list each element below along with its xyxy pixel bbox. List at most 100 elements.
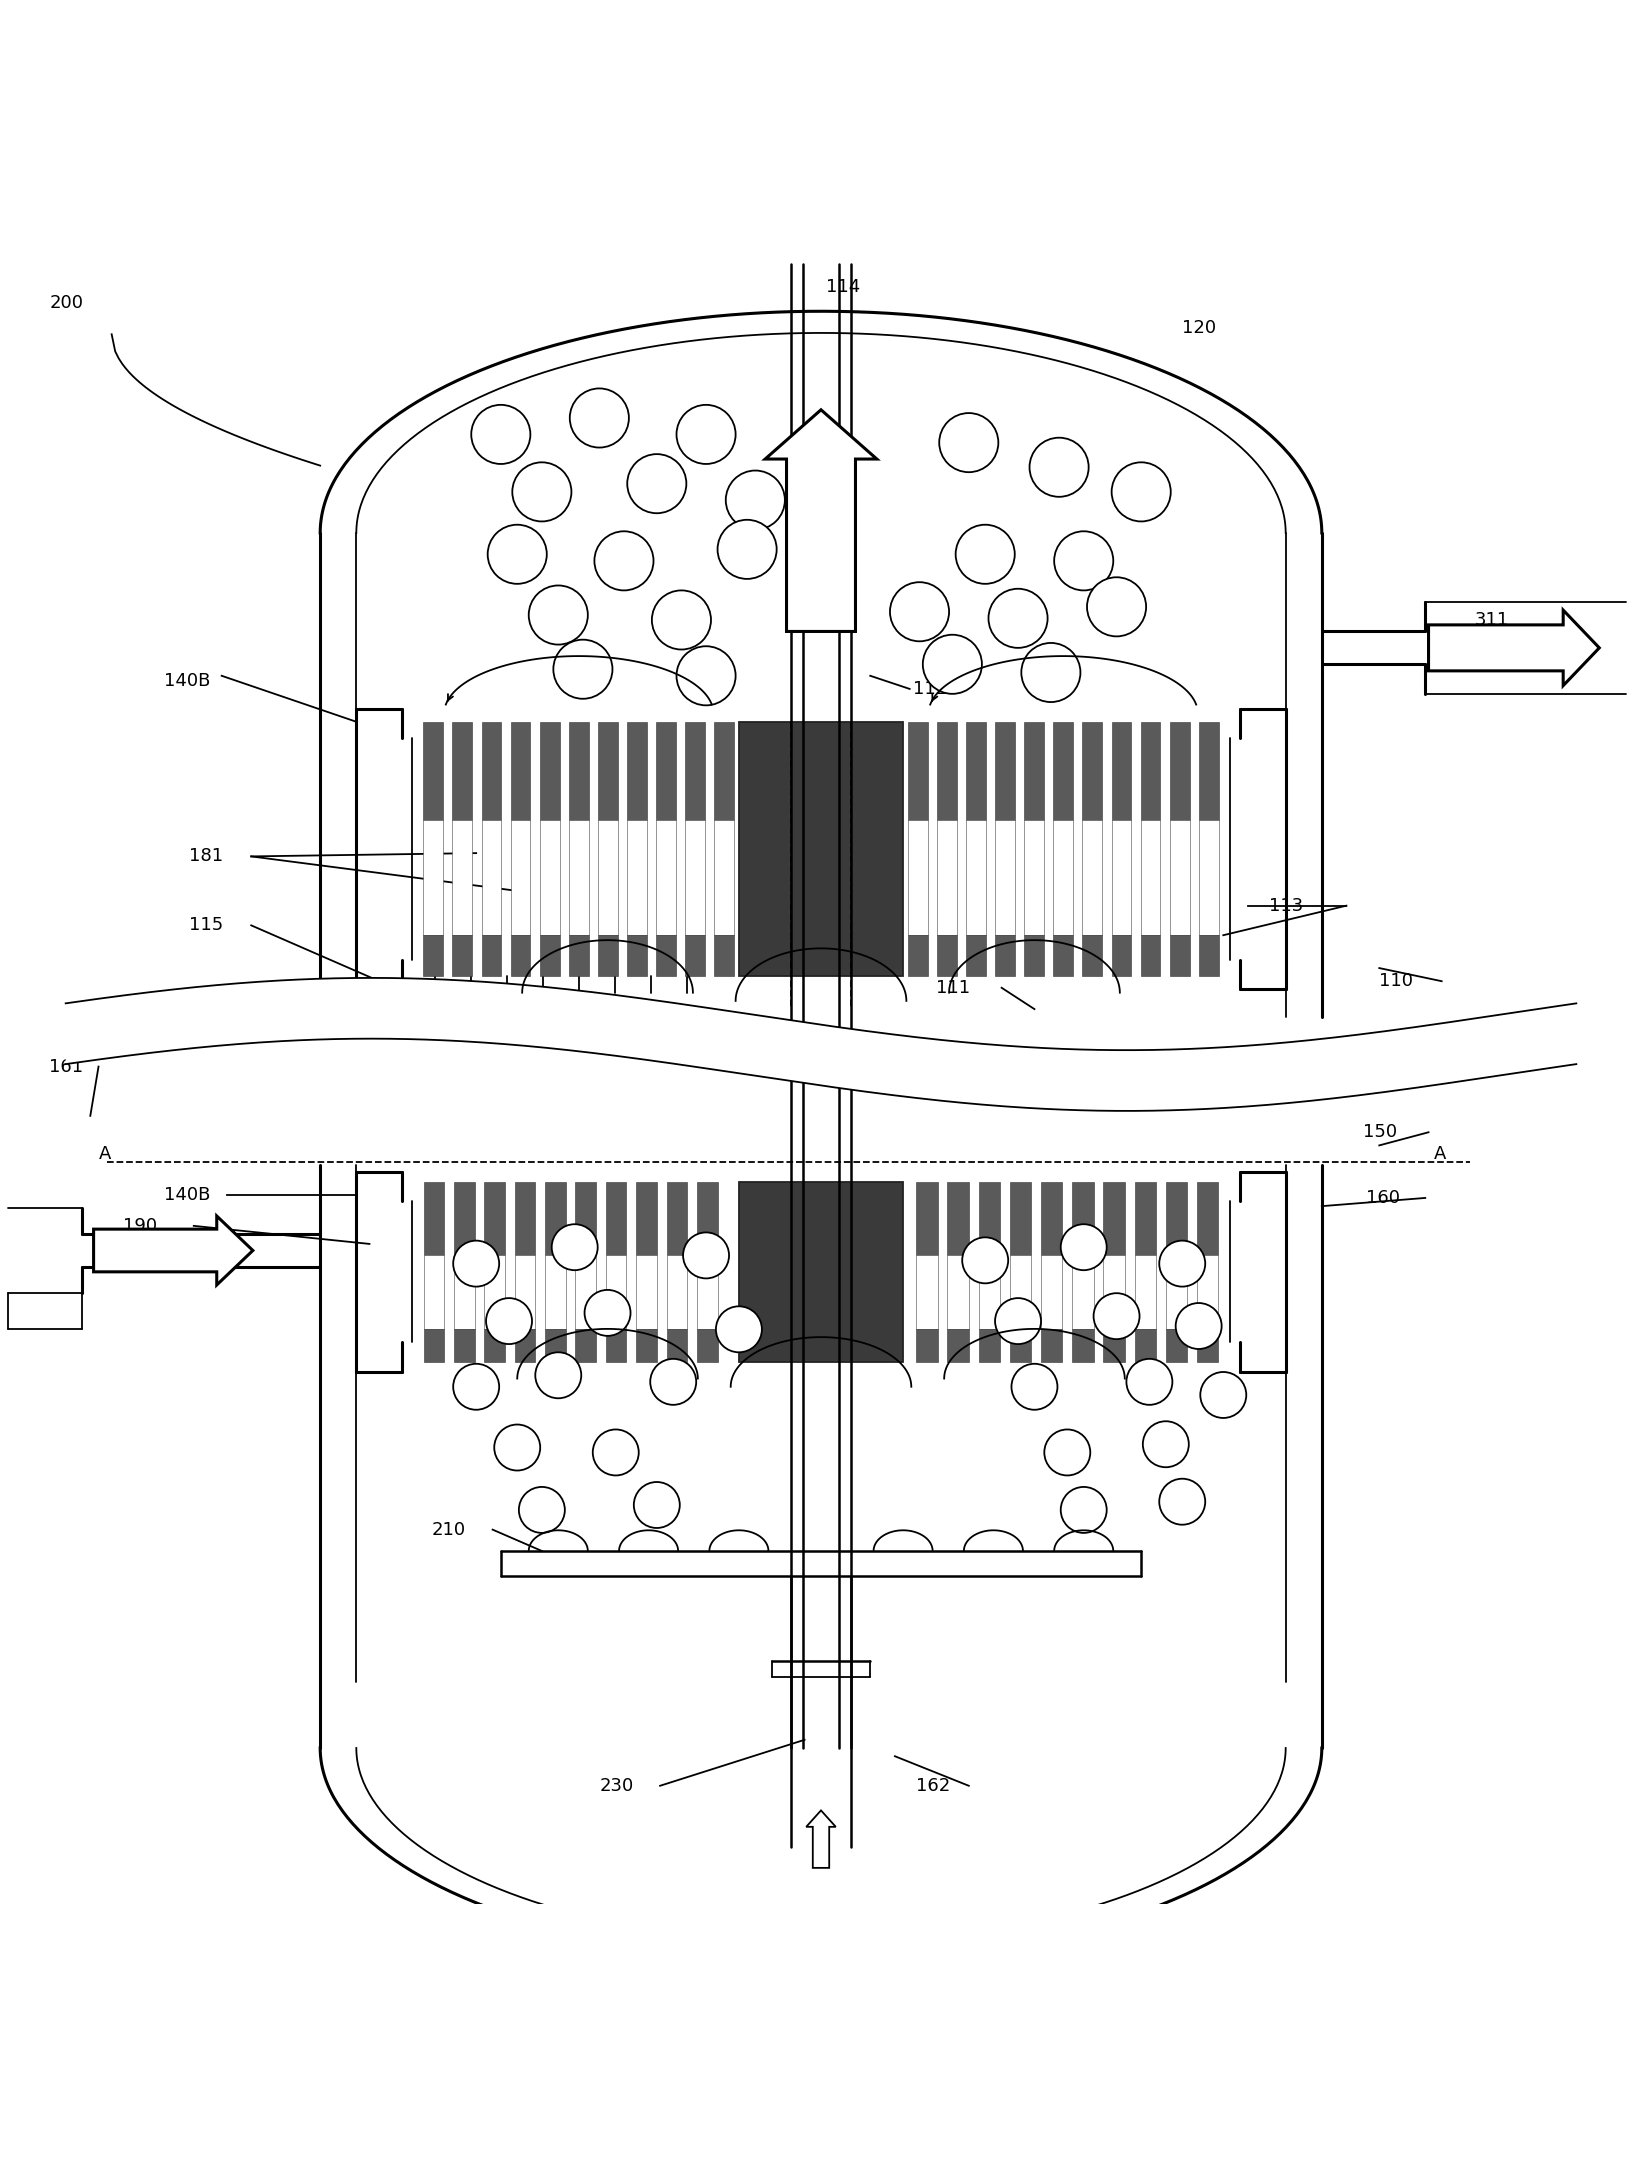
Bar [667, 1180, 688, 1256]
Text: 200: 200 [49, 295, 84, 312]
Bar [545, 1180, 566, 1256]
Circle shape [488, 524, 547, 585]
Bar [1025, 936, 1044, 977]
Circle shape [1200, 1371, 1246, 1419]
Bar [1199, 936, 1218, 977]
Bar [635, 1330, 657, 1362]
Bar [1072, 1180, 1094, 1256]
Bar [1112, 936, 1131, 977]
Circle shape [1054, 531, 1113, 591]
Bar [540, 821, 560, 936]
Bar [1010, 1330, 1031, 1362]
Bar [1169, 721, 1189, 821]
Bar [667, 1256, 688, 1330]
Bar [908, 721, 928, 821]
Bar [667, 1330, 688, 1362]
Bar [568, 936, 589, 977]
Text: 114: 114 [826, 277, 860, 295]
Bar [995, 821, 1015, 936]
Text: 115: 115 [189, 916, 223, 934]
Bar [696, 1330, 718, 1362]
FancyArrow shape [806, 1811, 836, 1867]
Bar [995, 721, 1015, 821]
Bar [481, 936, 501, 977]
Bar [908, 821, 928, 936]
Bar [1141, 936, 1161, 977]
Bar [1135, 1180, 1156, 1256]
Circle shape [1112, 461, 1171, 522]
Circle shape [988, 589, 1048, 648]
Bar [714, 721, 734, 821]
Bar [453, 721, 473, 821]
Bar [947, 1180, 969, 1256]
Bar [453, 1256, 475, 1330]
Bar [453, 1330, 475, 1362]
Bar [965, 821, 985, 936]
Circle shape [939, 414, 998, 472]
Text: 162: 162 [916, 1776, 951, 1796]
Circle shape [1061, 1486, 1107, 1534]
Text: 160: 160 [1366, 1189, 1401, 1206]
Bar [965, 721, 985, 821]
Bar [938, 936, 957, 977]
Bar [1166, 1256, 1187, 1330]
Circle shape [512, 461, 571, 522]
Circle shape [552, 1224, 598, 1269]
Circle shape [652, 591, 711, 650]
Bar [1082, 721, 1102, 821]
Bar [540, 936, 560, 977]
Circle shape [962, 1237, 1008, 1282]
Text: 111: 111 [936, 979, 970, 996]
Bar [657, 821, 677, 936]
Bar [575, 1180, 596, 1256]
Bar [1197, 1180, 1218, 1256]
Bar [1072, 1256, 1094, 1330]
Bar [598, 821, 617, 936]
Circle shape [1126, 1358, 1172, 1406]
Bar [1025, 721, 1044, 821]
FancyArrow shape [765, 409, 877, 632]
Bar [606, 1256, 627, 1330]
Bar [1082, 821, 1102, 936]
Bar [685, 721, 704, 821]
Bar [1053, 821, 1074, 936]
Text: 181: 181 [189, 847, 223, 866]
Text: 190: 190 [123, 1217, 158, 1235]
Bar [916, 1180, 938, 1256]
Text: 140B: 140B [164, 1185, 210, 1204]
Bar [484, 1180, 506, 1256]
Bar [685, 936, 704, 977]
Bar [1103, 1180, 1125, 1256]
Bar [424, 1180, 445, 1256]
Text: 110: 110 [1379, 973, 1414, 990]
Circle shape [1159, 1479, 1205, 1525]
Circle shape [890, 583, 949, 641]
Bar [1197, 1256, 1218, 1330]
Bar [1199, 821, 1218, 936]
Bar [979, 1256, 1000, 1330]
Bar [511, 821, 530, 936]
Text: 112: 112 [913, 680, 947, 697]
Bar [424, 1256, 445, 1330]
Bar [916, 1330, 938, 1362]
Bar [979, 1330, 1000, 1362]
Bar [511, 936, 530, 977]
Circle shape [585, 1291, 631, 1336]
Circle shape [453, 1241, 499, 1287]
Text: 120: 120 [1182, 318, 1217, 336]
FancyArrow shape [1429, 611, 1599, 687]
Bar [696, 1256, 718, 1330]
Bar [714, 821, 734, 936]
Bar [568, 721, 589, 821]
Bar [1169, 821, 1189, 936]
Bar [481, 721, 501, 821]
Bar [995, 936, 1015, 977]
Text: 210: 210 [432, 1521, 466, 1538]
Bar [606, 1330, 627, 1362]
Bar [453, 1180, 475, 1256]
Bar [627, 821, 647, 936]
Bar [545, 1330, 566, 1362]
Bar [424, 936, 443, 977]
Bar [1166, 1330, 1187, 1362]
Circle shape [627, 455, 686, 513]
